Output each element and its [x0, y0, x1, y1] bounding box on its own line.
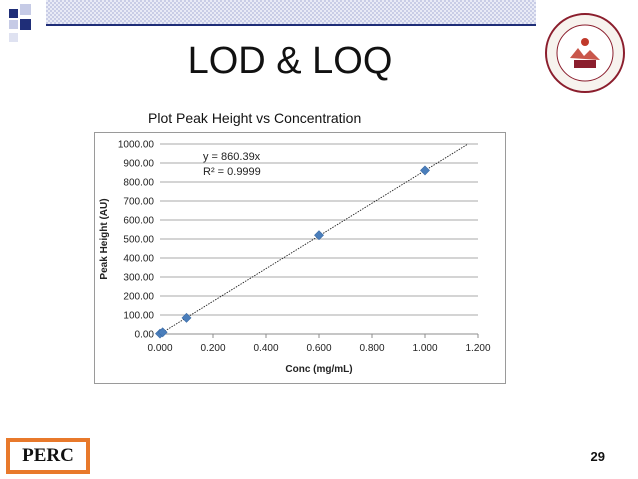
decor-square — [9, 9, 18, 18]
header-stripe — [46, 24, 536, 26]
y-tick-label: 300.00 — [123, 273, 154, 284]
y-tick-label: 500.00 — [123, 235, 154, 246]
y-tick-label: 600.00 — [123, 216, 154, 227]
x-tick-label: 0.600 — [306, 343, 331, 354]
slide-subtitle: Plot Peak Height vs Concentration — [148, 110, 362, 126]
data-point — [181, 312, 192, 323]
decor-square — [20, 4, 31, 15]
header-pattern-band — [46, 0, 536, 24]
scatter-chart: 0.00 100.00 200.00 300.00 400.00 500.00 600.00… — [99, 140, 491, 376]
y-tick-label: 800.00 — [123, 178, 154, 189]
x-axis-label: Conc (mg/mL) — [285, 364, 352, 375]
x-tick-label: 0.000 — [147, 343, 172, 354]
data-point — [157, 327, 168, 338]
y-tick-label: 900.00 — [123, 159, 154, 170]
page-number: 29 — [590, 449, 605, 464]
data-point — [314, 230, 324, 241]
chart-area: 0.00 100.00 200.00 300.00 400.00 500.00 600.00… — [94, 132, 506, 384]
x-tick-label: 0.200 — [200, 343, 225, 354]
y-tick-label: 0.00 — [135, 330, 155, 341]
y-tick-label: 100.00 — [123, 311, 154, 322]
slide-title: LOD & LOQ — [187, 40, 393, 82]
decor-square — [9, 20, 18, 29]
y-tick-label: 700.00 — [123, 197, 154, 208]
perc-logo: PERC — [6, 438, 90, 474]
x-tick-label: 1.200 — [465, 343, 490, 354]
decor-square — [9, 33, 18, 42]
y-axis-label: Peak Height (AU) — [99, 198, 110, 279]
data-point — [420, 165, 430, 176]
perc-logo-text: PERC — [10, 442, 86, 470]
x-tick-label: 0.800 — [359, 343, 384, 354]
decor-square — [20, 19, 31, 30]
x-tick-label: 0.400 — [253, 343, 278, 354]
trendline — [159, 143, 469, 335]
y-tick-label: 1000.00 — [118, 140, 155, 151]
trendline-annotation: R² = 0.9999 — [203, 166, 261, 178]
trendline-annotation: y = 860.39x — [203, 151, 261, 163]
y-tick-label: 400.00 — [123, 254, 154, 265]
university-seal-logo — [545, 13, 625, 93]
x-tick-label: 1.000 — [412, 343, 437, 354]
y-tick-label: 200.00 — [123, 292, 154, 303]
